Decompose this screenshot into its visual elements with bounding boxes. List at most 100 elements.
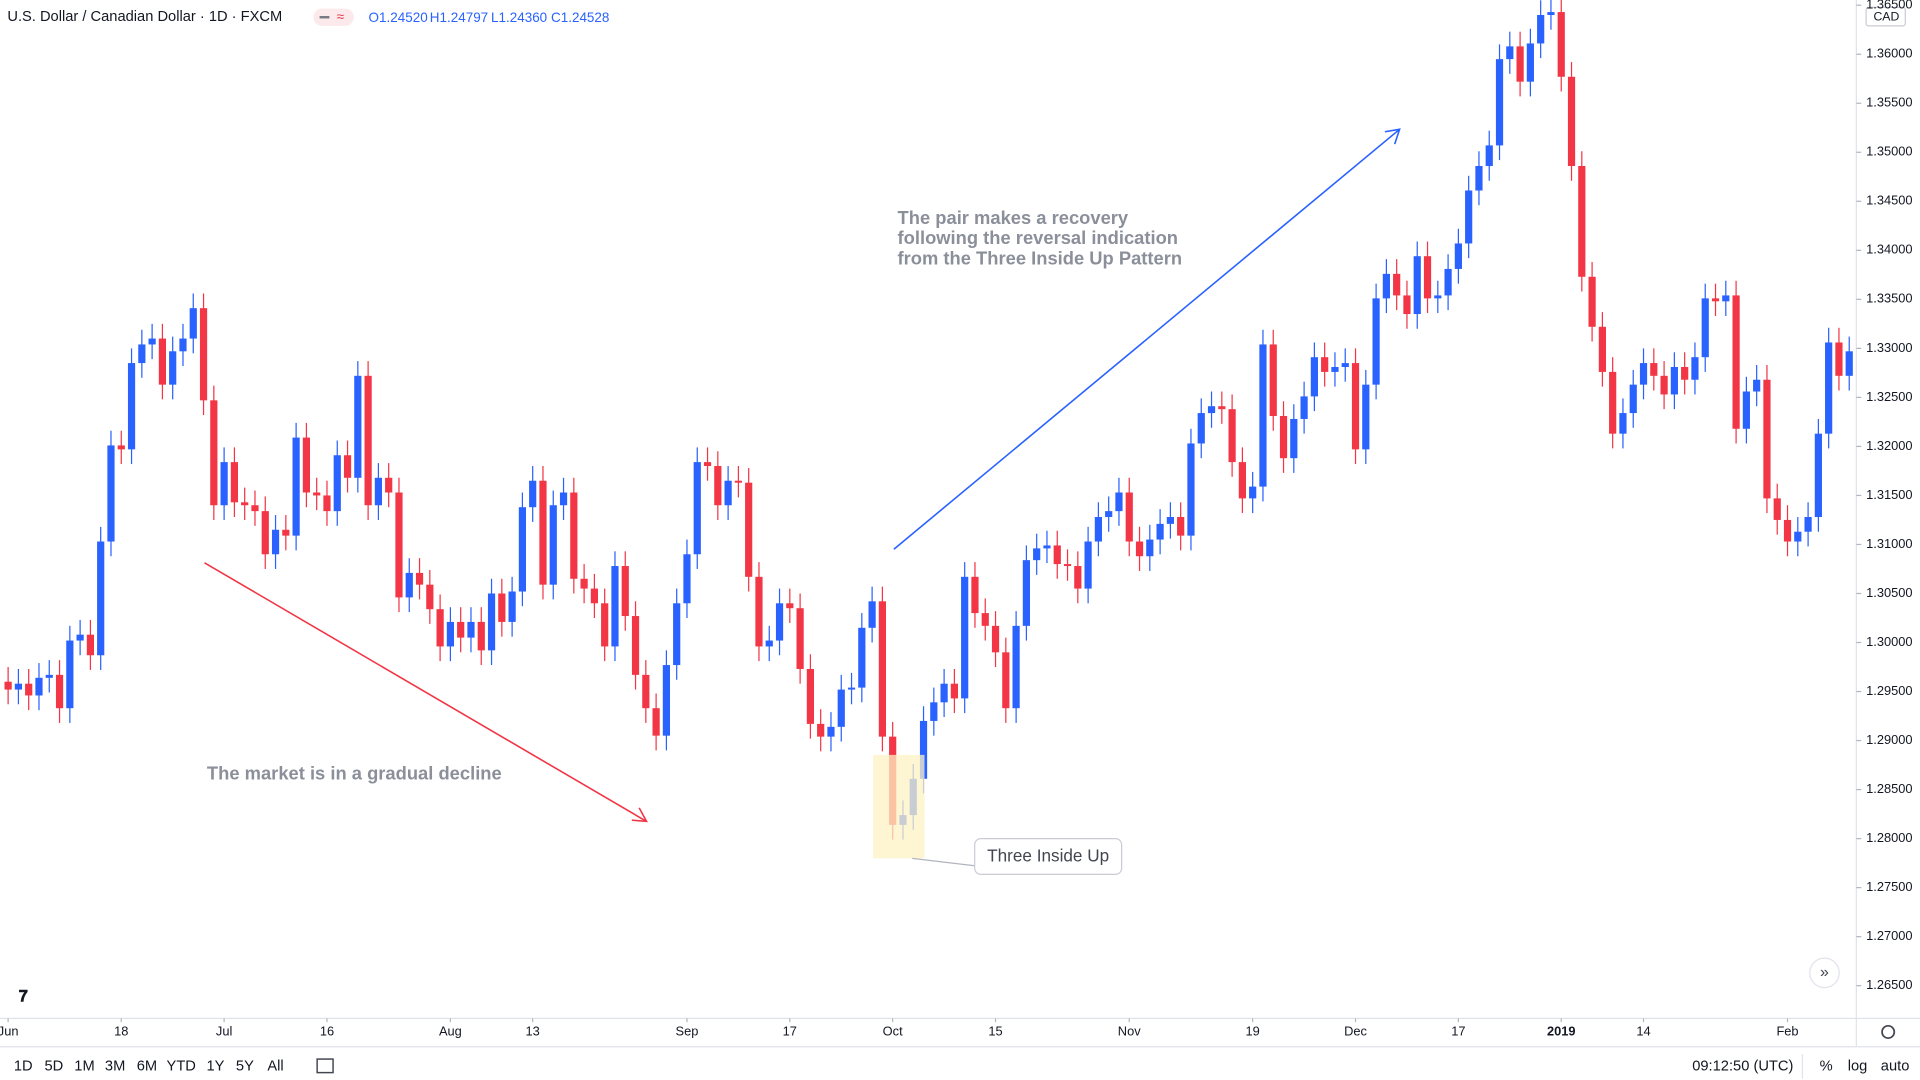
candle-body — [127, 363, 136, 450]
candle-body — [1259, 344, 1267, 487]
candle-body — [1125, 492, 1133, 542]
x-tick-label: 13 — [526, 1023, 540, 1038]
y-tick-label: 1.28000 — [1866, 830, 1912, 845]
x-tick-label: 17 — [783, 1023, 797, 1038]
y-tick-label: 1.27000 — [1866, 928, 1912, 943]
candle-body — [385, 477, 393, 493]
range-button[interactable]: 5Y — [236, 1058, 254, 1074]
x-tick-label: 15 — [988, 1023, 1002, 1038]
candle-body — [1351, 363, 1360, 450]
logo-mark: 𝟕 — [19, 989, 28, 1006]
candle-body — [271, 529, 280, 555]
y-tick-label: 1.29500 — [1866, 683, 1912, 698]
x-tick-label: 2019 — [1547, 1023, 1576, 1038]
candle-body — [169, 351, 177, 385]
candle-body — [1773, 498, 1781, 520]
candle-body — [1742, 391, 1750, 429]
candle-body — [86, 634, 95, 656]
candle-body — [1033, 548, 1041, 561]
y-tick-label: 1.27500 — [1866, 879, 1912, 894]
candle-body — [755, 576, 763, 647]
x-tick-label: 19 — [1246, 1023, 1260, 1038]
candle-body — [251, 505, 259, 512]
candle-body — [734, 480, 742, 483]
candle-body — [1218, 406, 1226, 410]
percent-toggle[interactable]: % — [1820, 1058, 1833, 1074]
x-tick-label: 18 — [114, 1023, 128, 1038]
ohlc-close: C1.24528 — [551, 10, 609, 25]
y-tick-label: 1.30500 — [1866, 585, 1912, 600]
candle-body — [724, 480, 732, 506]
x-tick-label: Jul — [216, 1023, 232, 1038]
y-tick-label: 1.33500 — [1866, 291, 1912, 306]
candle-body — [45, 674, 53, 678]
candle-body — [1537, 15, 1545, 44]
candle-body — [1598, 326, 1606, 372]
candle-body — [1619, 413, 1627, 434]
range-button[interactable]: 3M — [105, 1058, 125, 1074]
candle-body — [1063, 564, 1072, 567]
candle-body — [693, 462, 701, 555]
date-range-button[interactable] — [316, 1058, 334, 1074]
candle-body — [714, 466, 722, 506]
candle-body — [323, 495, 331, 512]
candle-body — [631, 616, 640, 675]
candle-body — [364, 375, 372, 506]
x-tick-label: 17 — [1451, 1023, 1465, 1038]
candle-body — [703, 462, 712, 467]
candle-body — [950, 683, 958, 699]
range-button[interactable]: 5D — [44, 1058, 63, 1074]
settings-button[interactable] — [1881, 1024, 1896, 1039]
candle-body — [621, 566, 629, 617]
candle-body — [745, 482, 753, 577]
candle-body — [199, 308, 208, 401]
logo[interactable] — [7, 982, 40, 1010]
auto-toggle[interactable]: auto — [1881, 1058, 1910, 1074]
status-pill[interactable] — [313, 8, 354, 26]
range-button[interactable]: YTD — [167, 1058, 196, 1074]
candle-body — [1609, 371, 1617, 434]
range-button[interactable]: 1D — [14, 1058, 33, 1074]
candle-body — [529, 480, 537, 508]
candle-body — [1516, 46, 1524, 82]
candle-body — [477, 621, 485, 651]
candle-body — [76, 634, 84, 641]
pill-icon: ≈ — [337, 9, 345, 24]
candle-body — [1105, 511, 1113, 518]
candle-body — [796, 608, 804, 669]
currency-button[interactable] — [1865, 6, 1906, 27]
candle-body — [580, 578, 588, 589]
y-tick-label: 1.31500 — [1866, 487, 1912, 502]
candle-body — [1331, 366, 1339, 372]
range-button[interactable]: 1Y — [207, 1058, 225, 1074]
candle-body — [97, 541, 105, 656]
candle-body — [642, 674, 650, 709]
recovery-arrow — [893, 128, 1401, 550]
ohlc-low: L1.24360 — [491, 10, 547, 25]
candle-body — [148, 338, 156, 345]
candle-body — [961, 576, 969, 699]
candle-body — [1166, 517, 1174, 524]
currency-label[interactable]: CAD — [1873, 9, 1899, 23]
candle-body — [1681, 366, 1689, 380]
candle-body — [1012, 625, 1020, 709]
log-toggle[interactable]: log — [1848, 1058, 1868, 1074]
candle-body — [107, 445, 115, 542]
ohlc-open: O1.24520 — [369, 10, 428, 25]
candle-body — [847, 687, 856, 690]
scroll-button[interactable] — [1809, 957, 1840, 989]
decline-arrow-head — [631, 807, 648, 823]
candle-body — [1207, 406, 1216, 414]
range-button[interactable]: All — [267, 1058, 283, 1074]
candle-body — [1135, 541, 1144, 557]
candle-body — [930, 702, 938, 721]
candle-body — [1321, 357, 1329, 372]
y-tick-label: 1.32000 — [1866, 438, 1912, 453]
callout-connector — [912, 857, 975, 867]
ohlc-high: H1.24797 — [430, 10, 488, 25]
range-button[interactable]: 6M — [137, 1058, 157, 1074]
candle-body — [1825, 342, 1833, 434]
candle-body — [1783, 519, 1792, 542]
range-button[interactable]: 1M — [74, 1058, 94, 1074]
